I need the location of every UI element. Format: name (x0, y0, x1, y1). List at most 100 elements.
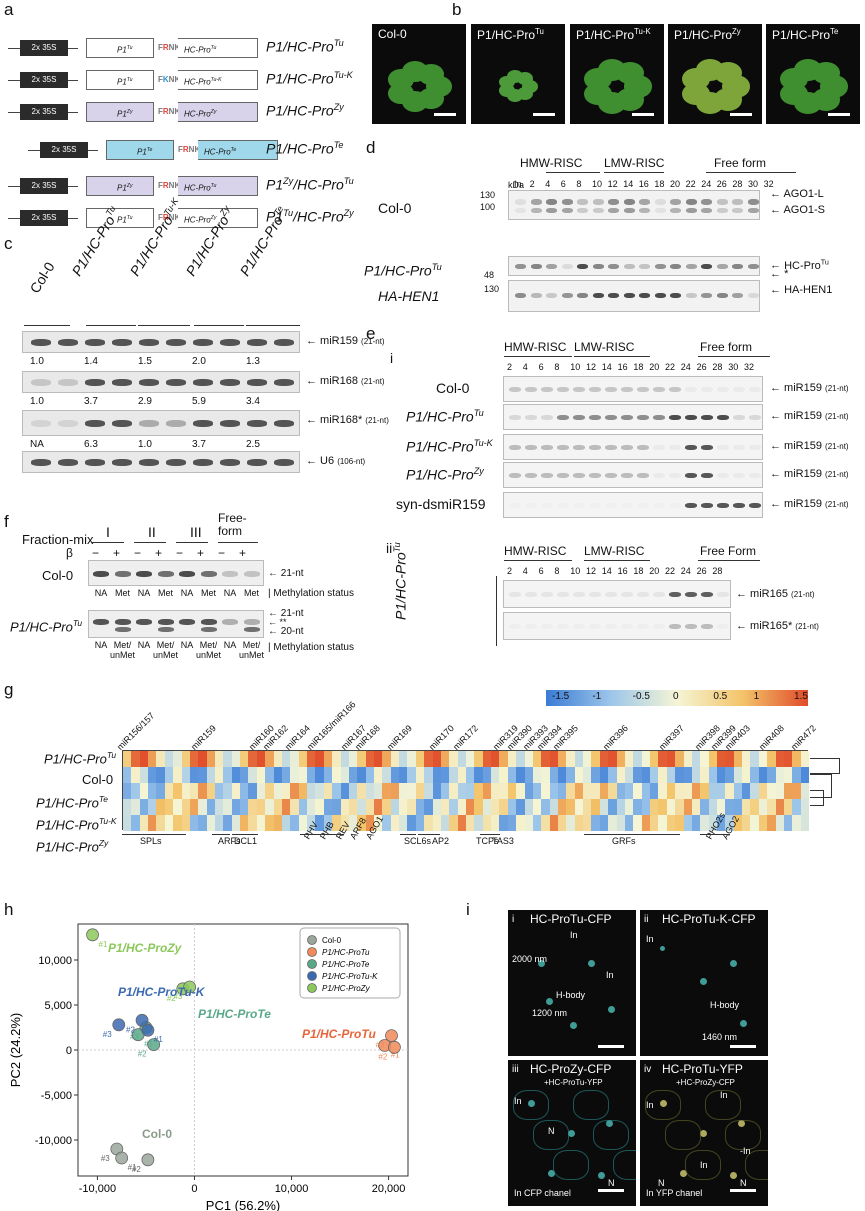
heatmap-cell (315, 799, 325, 815)
heatmap-cell (666, 815, 676, 831)
northern-band (621, 592, 633, 597)
data-point (147, 1038, 161, 1052)
northern-fraction-strip (503, 492, 763, 518)
point-label: #3 (103, 1030, 112, 1039)
tile-number: ii (644, 914, 649, 925)
northern-band (701, 473, 713, 478)
fluorescent-body (598, 1172, 605, 1179)
point-label: #2 (126, 1025, 135, 1034)
tile-annotation: In (646, 934, 654, 944)
tile-annotation: 1460 nm (702, 1032, 738, 1042)
microscopy-tile: iv HC-ProTu-YFP +HC-ProZy-CFP In In In -In N N In… (640, 1060, 768, 1206)
heatmap-cell (340, 751, 350, 767)
northern-band (685, 624, 697, 629)
heatmap-cell (123, 751, 132, 767)
heatmap-cell (307, 815, 316, 831)
heatmap-cell (357, 751, 367, 767)
heatmap-cell (340, 799, 350, 815)
heatmap-cell (800, 815, 810, 831)
heatmap-cell (173, 815, 183, 831)
heatmap-cell (624, 751, 634, 767)
fraction-number: 30 (728, 362, 739, 372)
northern-band (525, 624, 537, 629)
heatmap-cell (549, 767, 559, 783)
heatmap-cell (733, 815, 743, 831)
blot-strip (22, 331, 300, 353)
heatmap-cell (357, 799, 367, 815)
heatmap-cell (591, 815, 601, 831)
size-marker: ← 21-nt (268, 608, 304, 619)
heatmap-cell (457, 799, 467, 815)
heatmap-cell (281, 751, 291, 767)
cell-outline (745, 1150, 768, 1180)
blot-band (220, 459, 240, 466)
heatmap-cell (415, 783, 425, 799)
northern-fraction-strip (503, 612, 731, 640)
northern-band (717, 445, 729, 450)
plant-photo-label: P1/HC-ProTu (477, 27, 544, 42)
panel-label-b: b (452, 0, 462, 19)
methylation-blot (88, 560, 264, 586)
row-sample-name: Col-0 (436, 380, 470, 396)
heatmap-cell (624, 815, 634, 831)
western-band (670, 199, 681, 205)
y-tick-label: -10,000 (35, 1135, 72, 1147)
heatmap-cell (206, 815, 216, 831)
fraction-number: 2 (529, 179, 535, 189)
target-gene-label: AP2 (432, 836, 450, 846)
heatmap-cell (624, 767, 634, 783)
heatmap-cell (173, 783, 183, 799)
mix-overbar (134, 542, 166, 543)
northern-band (589, 473, 601, 478)
western-band (530, 208, 542, 213)
p1-domain: P1Te (106, 140, 174, 160)
heatmap-cell (666, 767, 676, 783)
fraction-number: 28 (712, 566, 723, 576)
heatmap-cell (608, 751, 618, 767)
northern-band (541, 415, 553, 420)
blot-band (31, 339, 51, 346)
heatmap-cell (357, 783, 367, 799)
methylation-band (179, 619, 195, 625)
methylation-status-label: | Methylation status (268, 642, 354, 653)
heatmap-cell (532, 767, 542, 783)
tile-title: HC-ProTu-K-CFP (662, 912, 756, 926)
fraction-group-label-ii: HMW-RISC (504, 544, 567, 558)
heatmap-cell (424, 783, 434, 799)
heatmap-cell (742, 815, 751, 831)
group-overbar (604, 172, 664, 173)
heatmap-cell (231, 751, 241, 767)
heatmap-cell (599, 751, 609, 767)
scale-bar (632, 113, 654, 116)
lane-overbar (138, 325, 190, 326)
methylation-band (93, 571, 109, 577)
scale-bar (434, 113, 456, 116)
tile-annotation: N (740, 1178, 747, 1188)
heatmap-cell (265, 783, 275, 799)
fluorescent-body (588, 960, 595, 967)
row-sample-name: syn-dsmiR159 (396, 496, 486, 512)
tile-annotation: In (700, 1160, 708, 1170)
hc-pro-domain: HC-ProTu (178, 176, 258, 196)
fraction-number: 24 (701, 179, 712, 189)
northern-target-label: ← miR159 (21-nt) (770, 468, 849, 480)
heatmap-cell (399, 751, 408, 767)
construct-row: 2x 35SP1TuFKNKHC-ProTu-KP1/HC-ProTu-K (8, 70, 448, 92)
motif-letter: N (168, 75, 175, 84)
heatmap-cell (156, 767, 166, 783)
p1-domain: P1Tu (86, 70, 154, 90)
blot-strip (22, 451, 300, 473)
western-band (685, 208, 697, 213)
fraction-group-label: HMW-RISC (520, 156, 583, 170)
western-band (592, 199, 604, 205)
northern-band (525, 592, 537, 597)
heatmap-cell (675, 783, 684, 799)
heatmap-cell (382, 815, 392, 831)
heatmap-cell (574, 767, 584, 783)
northern-band (573, 592, 585, 597)
construct-name: P1/HC-ProTu (266, 38, 344, 55)
heatmap-cell (716, 799, 726, 815)
scale-bar (828, 113, 850, 116)
blot-band (112, 379, 132, 386)
northern-band (669, 445, 681, 450)
